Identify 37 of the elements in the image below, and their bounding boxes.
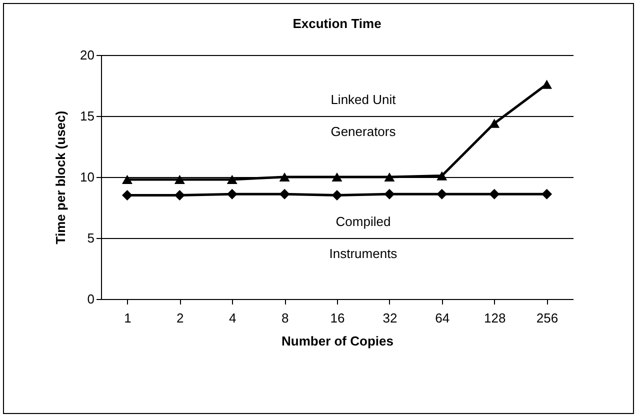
point [542,80,552,89]
x-axis-title: Number of Copies [282,334,394,348]
point [436,171,448,180]
text: Compiled Instruments [329,214,398,262]
point [174,190,185,201]
point [542,188,552,200]
point [122,190,132,201]
point [226,188,238,200]
x-tick-label: 8 [281,310,289,326]
y-tick-label: 0 [87,292,94,306]
y-axis-title: Time per block (usec) [53,110,68,244]
point [332,172,342,182]
point [332,190,342,201]
x-tick-label: 64 [435,310,450,326]
point [226,174,238,184]
point [174,174,185,184]
x-tick-label: 16 [330,310,345,326]
x-tick-label: 256 [536,310,558,326]
chart-title: Excution Time [292,16,382,31]
point [489,188,500,200]
x-tick-label: 32 [382,310,398,326]
point [279,172,290,182]
point [122,174,132,184]
point [489,118,500,128]
x-tick-label: 1 [124,310,132,326]
point [384,188,395,200]
y-tick-label: 5 [87,230,94,246]
y-tick-label: 20 [80,48,94,62]
x-tick-label: 4 [228,310,236,326]
point [384,172,395,182]
x-tick-label: 128 [484,310,506,326]
y-tick-label: 15 [80,108,94,124]
y-tick-label: 10 [80,170,94,184]
text: Linked Unit Generators [330,92,396,140]
point [279,188,290,200]
point [436,188,448,200]
x-tick-label: 2 [176,310,184,326]
